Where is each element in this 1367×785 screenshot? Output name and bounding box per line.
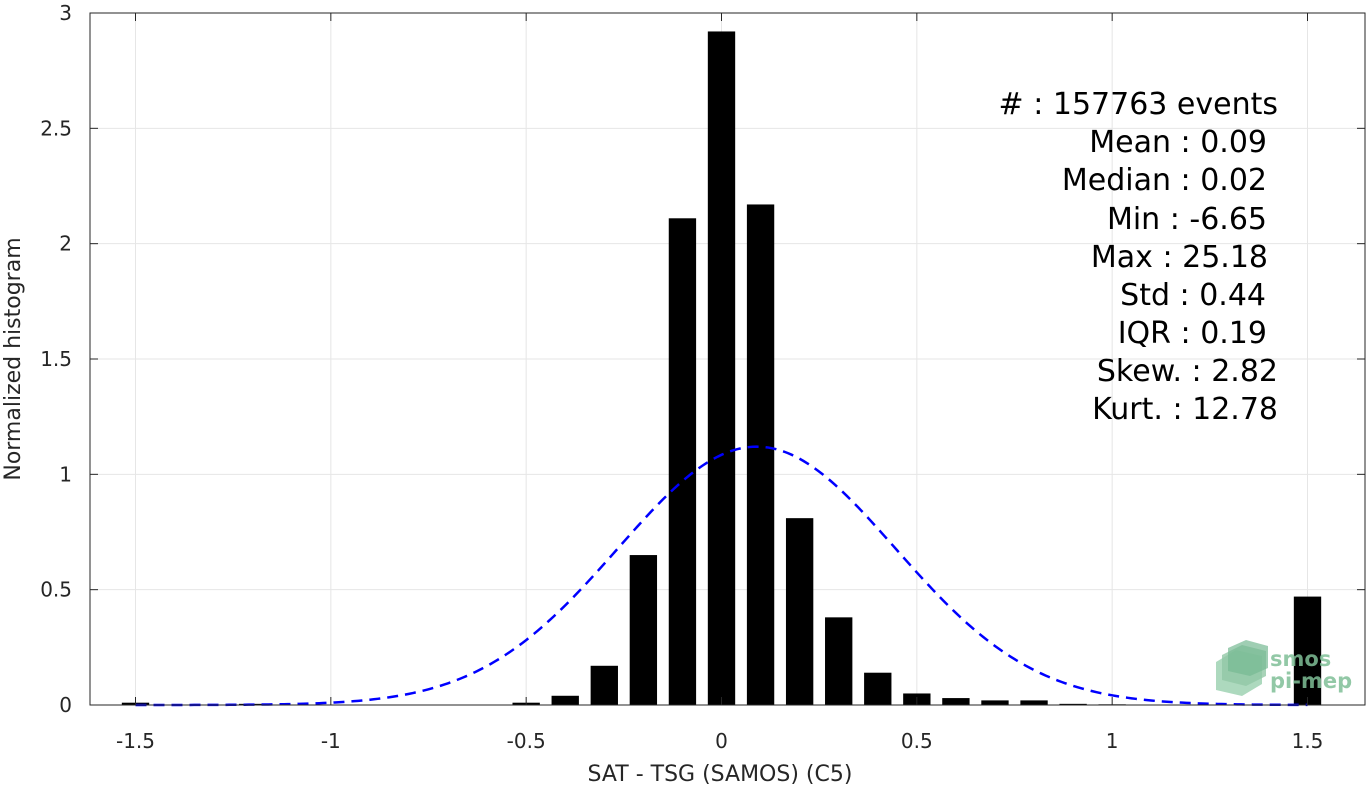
y-tick-label: 2 bbox=[59, 232, 72, 256]
y-tick-label: 0 bbox=[59, 693, 72, 717]
stats-events: # : 157763 events bbox=[999, 87, 1278, 122]
y-tick-label: 1 bbox=[59, 462, 72, 486]
stats-iqr: IQR : 0.19 bbox=[1118, 316, 1267, 351]
histogram-bars bbox=[121, 31, 1322, 706]
stats-box: # : 157763 events Mean : 0.09 Median : 0… bbox=[999, 87, 1278, 427]
x-tick-label: -0.5 bbox=[507, 729, 546, 753]
x-tick-label: 1.5 bbox=[1292, 729, 1324, 753]
x-axis-ticks: -1.5 -1 -0.5 0 0.5 1 1.5 bbox=[116, 13, 1323, 753]
stats-min: Min : -6.65 bbox=[1107, 202, 1267, 237]
histogram-bar bbox=[707, 31, 736, 706]
histogram-bar bbox=[1293, 596, 1322, 705]
histogram-bar bbox=[590, 665, 618, 705]
y-tick-label: 1.5 bbox=[40, 347, 72, 371]
histogram-bar bbox=[1020, 700, 1048, 705]
stats-mean: Mean : 0.09 bbox=[1089, 125, 1267, 160]
x-tick-label: 0 bbox=[715, 729, 728, 753]
gaussian-fit-curve bbox=[135, 445, 1308, 707]
stats-std: Std : 0.44 bbox=[1120, 278, 1266, 313]
histogram-bar bbox=[551, 695, 579, 705]
histogram-bar bbox=[629, 555, 658, 705]
stats-kurt: Kurt. : 12.78 bbox=[1092, 392, 1278, 427]
y-tick-label: 0.5 bbox=[40, 578, 72, 602]
histogram-bar bbox=[981, 700, 1009, 705]
x-axis-label: SAT - TSG (SAMOS) (C5) bbox=[588, 762, 853, 785]
x-tick-label: 0.5 bbox=[901, 729, 933, 753]
histogram-bar bbox=[864, 672, 892, 705]
smos-pimep-logo: smos pi-mep bbox=[1216, 640, 1352, 696]
x-tick-label: -1 bbox=[321, 729, 341, 753]
histogram-bar bbox=[825, 617, 853, 705]
stats-median: Median : 0.02 bbox=[1062, 163, 1267, 198]
histogram-bar bbox=[746, 204, 775, 705]
x-tick-label: 1 bbox=[1106, 729, 1119, 753]
histogram-bar bbox=[1059, 703, 1087, 705]
y-axis-label: Normalized histogram bbox=[1, 237, 26, 480]
logo-mark-icon bbox=[1216, 640, 1268, 696]
histogram-bar bbox=[668, 218, 697, 705]
histogram-bar bbox=[785, 518, 814, 705]
y-tick-label: 3 bbox=[59, 1, 72, 25]
logo-text-pimep: pi-mep bbox=[1270, 669, 1352, 693]
x-tick-label: -1.5 bbox=[116, 729, 155, 753]
histogram-bar bbox=[942, 698, 970, 705]
stats-max: Max : 25.18 bbox=[1091, 240, 1268, 275]
y-axis-ticks: 0 0.5 1 1.5 2 2.5 3 bbox=[40, 1, 1365, 717]
stats-skew: Skew. : 2.82 bbox=[1097, 354, 1278, 389]
logo-text-smos: smos bbox=[1270, 647, 1331, 671]
y-tick-label: 2.5 bbox=[40, 116, 72, 140]
